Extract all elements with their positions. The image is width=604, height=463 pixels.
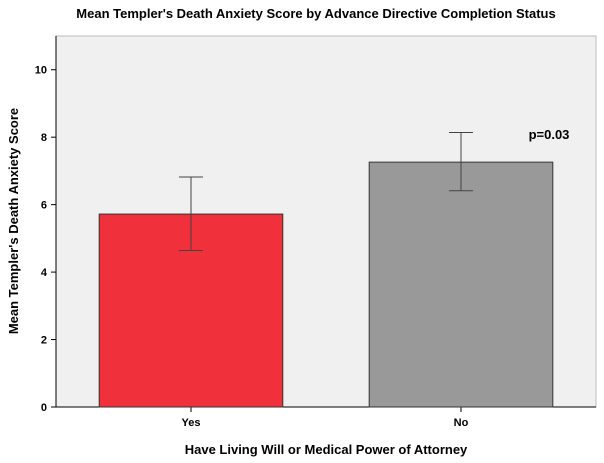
x-axis: Yes No (56, 406, 596, 429)
y-tick-label: 6 (41, 200, 47, 212)
x-tick-label: No (454, 417, 469, 429)
p-value-annotation: p=0.03 (529, 127, 570, 142)
x-axis-label: Have Living Will or Medical Power of Att… (185, 442, 468, 457)
bar-no (368, 161, 554, 408)
y-tick-label: 10 (35, 65, 47, 77)
x-tick-label: Yes (182, 417, 201, 429)
y-tick-label: 2 (41, 335, 47, 347)
error-bars (179, 131, 473, 252)
y-tick-label: 4 (41, 267, 48, 279)
y-axis: 0 2 4 6 8 10 (35, 36, 57, 414)
chart-title: Mean Templer's Death Anxiety Score by Ad… (76, 6, 555, 21)
y-axis-label: Mean Templer's Death Anxiety Score (6, 108, 21, 334)
y-tick-label: 8 (41, 132, 47, 144)
y-tick-label: 0 (41, 402, 47, 414)
